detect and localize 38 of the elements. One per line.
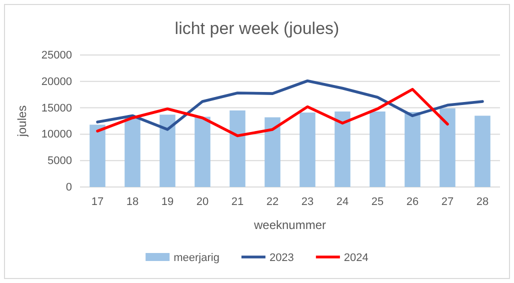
bar — [334, 111, 350, 187]
bar — [194, 116, 210, 187]
bar — [124, 118, 140, 187]
y-tick-label: 25000 — [41, 50, 72, 62]
bar — [90, 124, 106, 187]
bar — [474, 116, 490, 187]
bar — [160, 114, 176, 187]
x-tick-label: 27 — [441, 196, 454, 208]
legend-label: meerjarig — [174, 252, 220, 264]
x-tick-label: 19 — [161, 196, 174, 208]
x-axis-title: weeknummer — [252, 218, 326, 232]
y-tick-label: 5000 — [48, 155, 72, 168]
x-tick-label: 17 — [91, 196, 104, 208]
x-tick-label: 28 — [476, 196, 489, 208]
bar — [264, 117, 280, 187]
y-tick-label: 10000 — [41, 128, 72, 141]
y-tick-label: 0 — [66, 182, 72, 194]
line-series — [96, 88, 449, 138]
y-tick-label: 15000 — [41, 102, 72, 114]
bar — [370, 111, 386, 187]
x-tick-label: 25 — [371, 196, 384, 208]
y-axis-title: joules — [15, 105, 29, 138]
bar — [404, 112, 420, 187]
x-tick-label: 23 — [301, 196, 314, 208]
chart-title: licht per week (joules) — [174, 19, 340, 38]
line-series — [96, 79, 484, 131]
bar — [300, 112, 316, 187]
x-tick-label: 21 — [231, 196, 244, 208]
bar — [230, 110, 246, 187]
legend-label: 2024 — [344, 252, 368, 264]
x-tick-label: 22 — [266, 196, 279, 208]
bar — [440, 108, 456, 187]
x-tick-label: 24 — [336, 196, 349, 208]
x-tick-label: 20 — [196, 196, 209, 208]
y-tick-label: 20000 — [41, 76, 72, 88]
x-tick-label: 18 — [126, 196, 139, 208]
x-tick-label: 26 — [406, 196, 419, 208]
legend-label: 2023 — [269, 252, 294, 264]
